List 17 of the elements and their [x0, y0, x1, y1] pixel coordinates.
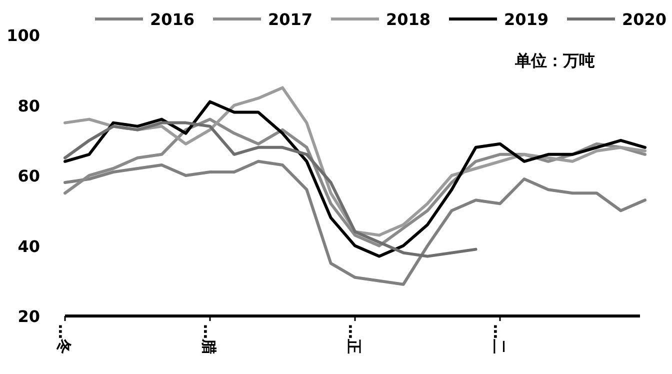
x-tick-label: …二: [490, 324, 508, 354]
legend-label: 2018: [386, 10, 431, 29]
y-tick-label: 60: [18, 166, 40, 186]
annotation: 单位：万吨: [514, 51, 595, 70]
y-tick-label: 100: [6, 26, 40, 45]
x-tick-label: …正: [345, 324, 363, 354]
legend-label: 2019: [504, 10, 549, 29]
x-tick-label: …冬: [55, 324, 73, 354]
legend-label: 2017: [268, 10, 313, 29]
line-series: [64, 121, 478, 258]
legend-label: 2016: [150, 10, 195, 29]
line-series: [64, 100, 646, 258]
y-tick-label: 40: [18, 236, 40, 256]
y-tick-label: 80: [18, 96, 40, 116]
x-tick-label: …腊: [200, 324, 218, 354]
y-tick-label: 20: [18, 307, 40, 326]
legend-label: 2020: [622, 10, 667, 29]
